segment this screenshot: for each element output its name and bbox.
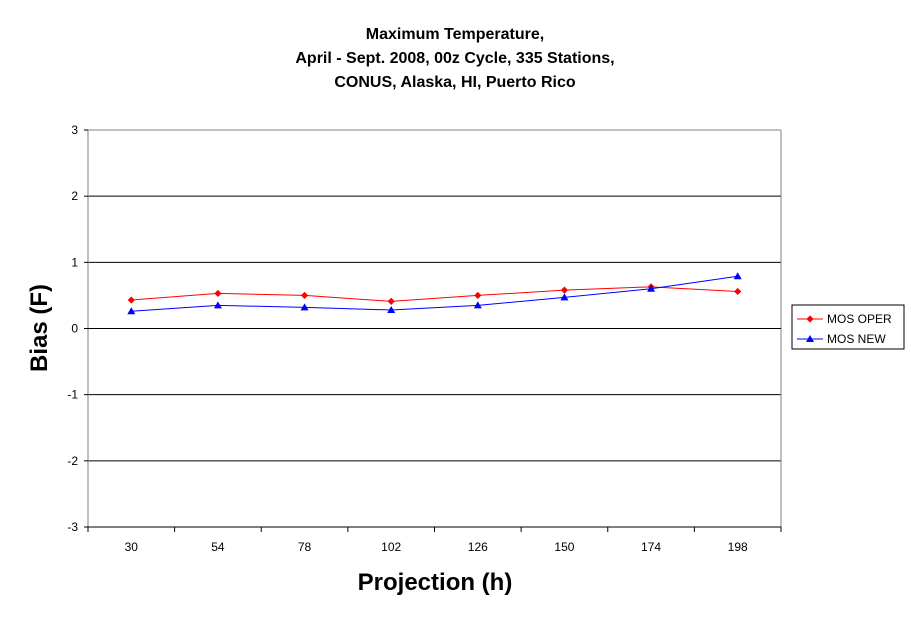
x-tick-label: 174 [641, 540, 661, 554]
data-point-mos-oper [300, 291, 309, 300]
legend-label: MOS NEW [827, 332, 886, 346]
y-tick-label: -3 [67, 520, 78, 534]
data-point-mos-oper [127, 296, 135, 304]
x-tick-label: 126 [468, 540, 488, 554]
data-point-mos-new [733, 272, 742, 280]
chart-title-line-2: April - Sept. 2008, 00z Cycle, 335 Stati… [295, 50, 614, 67]
series-line-mos-new [131, 275, 738, 312]
y-tick-label: 3 [71, 123, 78, 137]
legend-swatch-marker [806, 335, 814, 342]
x-tick-label: 150 [554, 540, 574, 554]
chart-title: Maximum Temperature, April - Sept. 2008,… [295, 26, 614, 91]
chart-title-line-1: Maximum Temperature, [366, 26, 544, 43]
data-point-mos-new [300, 303, 309, 311]
y-tick-labels: 3 2 1 0 -1 -2 -3 [67, 123, 78, 534]
x-tick-label: 102 [381, 540, 401, 554]
chart-title-line-3: CONUS, Alaska, HI, Puerto Rico [334, 74, 575, 91]
data-point-mos-new [473, 301, 482, 309]
legend-item-mos-oper: MOS OPER [797, 312, 892, 326]
x-tick-label: 54 [211, 540, 225, 554]
y-tick-label: -1 [67, 388, 78, 402]
data-point-mos-new [647, 284, 656, 292]
y-tick-label: -2 [67, 454, 78, 468]
series-mos-oper [127, 283, 742, 305]
x-tick-labels: 30 54 78 102 126 150 174 198 [125, 540, 748, 554]
data-point-mos-oper [214, 289, 222, 298]
data-point-mos-oper [560, 286, 569, 294]
series-layer [127, 272, 742, 315]
series-mos-new [127, 272, 742, 315]
series-line-mos-oper [131, 286, 738, 302]
data-point-mos-new [560, 293, 569, 301]
legend-item-mos-new: MOS NEW [797, 332, 886, 346]
data-point-mos-oper [734, 287, 742, 296]
data-point-mos-new [127, 307, 136, 315]
axes [84, 129, 782, 532]
legend-label: MOS OPER [827, 312, 892, 326]
data-point-mos-new [387, 305, 396, 313]
data-point-mos-oper [474, 291, 482, 300]
data-point-mos-new [213, 301, 222, 309]
y-tick-label: 0 [71, 322, 78, 336]
y-tick-label: 1 [71, 255, 78, 269]
x-tick-label: 198 [728, 540, 748, 554]
y-tick-label: 2 [71, 189, 78, 203]
x-axis-title: Projection (h) [358, 569, 513, 596]
legend-swatch-marker [806, 315, 814, 323]
legend: MOS OPER MOS NEW [791, 304, 905, 350]
x-tick-label: 78 [298, 540, 312, 554]
x-tick-label: 30 [125, 540, 139, 554]
y-axis-title: Bias (F) [26, 284, 53, 372]
data-point-mos-oper [387, 297, 395, 305]
